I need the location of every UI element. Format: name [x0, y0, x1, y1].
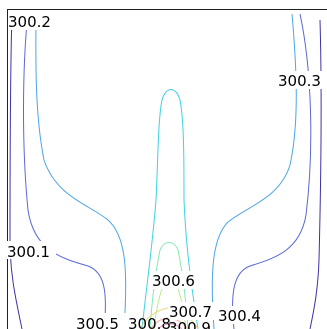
contour-label-300-3: 300.3 [278, 72, 321, 90]
contour-label-300-1: 300.1 [7, 243, 50, 261]
contour-label-300-7: 300.7 [169, 303, 212, 321]
contour-line-300-4 [141, 89, 199, 329]
plot-frame [7, 9, 327, 329]
contour-label-300-4: 300.4 [218, 307, 261, 325]
contour-line-300-3-left [35, 11, 127, 329]
contour-line-300-2-left [23, 11, 106, 329]
contour-line-300-9 [157, 323, 183, 329]
contour-label-300-5: 300.5 [76, 315, 119, 329]
contour-label-300-8: 300.8 [128, 315, 171, 329]
contour-label-300-2: 300.2 [8, 13, 51, 31]
contour-label-300-6: 300.6 [152, 272, 195, 290]
contour-label-300-9: 300.9 [168, 319, 211, 329]
contour-line-300-1-left [9, 11, 23, 329]
